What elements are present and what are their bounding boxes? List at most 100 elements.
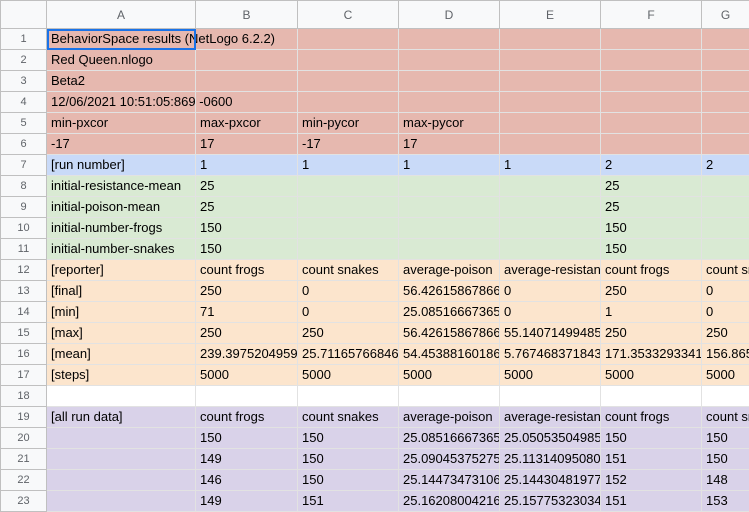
- cell-C3[interactable]: [298, 71, 399, 92]
- cell-F11[interactable]: 150: [601, 239, 702, 260]
- cell-F17[interactable]: 5000: [601, 365, 702, 386]
- cell-E8[interactable]: [500, 176, 601, 197]
- row-header[interactable]: 17: [1, 365, 47, 386]
- cell-G10[interactable]: [702, 218, 749, 239]
- cell-F19[interactable]: count frogs: [601, 407, 702, 428]
- cell-C23[interactable]: 151: [298, 491, 399, 512]
- cell-A8[interactable]: initial-resistance-mean: [47, 176, 196, 197]
- cell-B17[interactable]: 5000: [196, 365, 298, 386]
- cell-G18[interactable]: [702, 386, 749, 407]
- cell-F23[interactable]: 151: [601, 491, 702, 512]
- cell-A7[interactable]: [run number]: [47, 155, 196, 176]
- cell-D14[interactable]: 25.08516667365: [399, 302, 500, 323]
- cell-G16[interactable]: 156.865: [702, 344, 749, 365]
- cell-E23[interactable]: 25.15775323034: [500, 491, 601, 512]
- cell-G14[interactable]: 0: [702, 302, 749, 323]
- cell-E10[interactable]: [500, 218, 601, 239]
- cell-A3[interactable]: Beta2: [47, 71, 196, 92]
- cell-B5[interactable]: max-pxcor: [196, 113, 298, 134]
- cell-A15[interactable]: [max]: [47, 323, 196, 344]
- cell-G9[interactable]: [702, 197, 749, 218]
- cell-E16[interactable]: 5.767468371843: [500, 344, 601, 365]
- column-header-B[interactable]: B: [196, 1, 298, 29]
- row-header[interactable]: 18: [1, 386, 47, 407]
- cell-B19[interactable]: count frogs: [196, 407, 298, 428]
- cell-C10[interactable]: [298, 218, 399, 239]
- cell-A6[interactable]: -17: [47, 134, 196, 155]
- cell-A2[interactable]: Red Queen.nlogo: [47, 50, 196, 71]
- cell-C5[interactable]: min-pycor: [298, 113, 399, 134]
- cell-D21[interactable]: 25.09045375275: [399, 449, 500, 470]
- cell-G12[interactable]: count snakes: [702, 260, 749, 281]
- cell-C20[interactable]: 150: [298, 428, 399, 449]
- cell-A13[interactable]: [final]: [47, 281, 196, 302]
- cell-G7[interactable]: 2: [702, 155, 749, 176]
- row-header[interactable]: 14: [1, 302, 47, 323]
- cell-B15[interactable]: 250: [196, 323, 298, 344]
- cell-F5[interactable]: [601, 113, 702, 134]
- cell-G1[interactable]: [702, 29, 749, 50]
- cell-E18[interactable]: [500, 386, 601, 407]
- cell-C7[interactable]: 1: [298, 155, 399, 176]
- cell-G3[interactable]: [702, 71, 749, 92]
- row-header[interactable]: 10: [1, 218, 47, 239]
- cell-F6[interactable]: [601, 134, 702, 155]
- cell-F13[interactable]: 250: [601, 281, 702, 302]
- cell-D13[interactable]: 56.42615867866: [399, 281, 500, 302]
- cell-B6[interactable]: 17: [196, 134, 298, 155]
- cell-F3[interactable]: [601, 71, 702, 92]
- cell-G20[interactable]: 150: [702, 428, 749, 449]
- cell-B8[interactable]: 25: [196, 176, 298, 197]
- cell-A9[interactable]: initial-poison-mean: [47, 197, 196, 218]
- row-header[interactable]: 12: [1, 260, 47, 281]
- cell-F10[interactable]: 150: [601, 218, 702, 239]
- cell-E21[interactable]: 25.11314095080: [500, 449, 601, 470]
- cell-D11[interactable]: [399, 239, 500, 260]
- cell-E1[interactable]: [500, 29, 601, 50]
- cell-D18[interactable]: [399, 386, 500, 407]
- cell-F2[interactable]: [601, 50, 702, 71]
- cell-B18[interactable]: [196, 386, 298, 407]
- row-header[interactable]: 2: [1, 50, 47, 71]
- cell-A14[interactable]: [min]: [47, 302, 196, 323]
- row-header[interactable]: 8: [1, 176, 47, 197]
- cell-F8[interactable]: 25: [601, 176, 702, 197]
- cell-B14[interactable]: 71: [196, 302, 298, 323]
- cell-B10[interactable]: 150: [196, 218, 298, 239]
- cell-E6[interactable]: [500, 134, 601, 155]
- cell-C6[interactable]: -17: [298, 134, 399, 155]
- cell-F20[interactable]: 150: [601, 428, 702, 449]
- cell-E2[interactable]: [500, 50, 601, 71]
- cell-C18[interactable]: [298, 386, 399, 407]
- cell-D3[interactable]: [399, 71, 500, 92]
- row-header[interactable]: 20: [1, 428, 47, 449]
- cell-D22[interactable]: 25.14473473106: [399, 470, 500, 491]
- cell-D8[interactable]: [399, 176, 500, 197]
- row-header[interactable]: 19: [1, 407, 47, 428]
- column-header-G[interactable]: G: [702, 1, 749, 29]
- cell-E15[interactable]: 55.14071499485: [500, 323, 601, 344]
- cell-A5[interactable]: min-pxcor: [47, 113, 196, 134]
- cell-D9[interactable]: [399, 197, 500, 218]
- cell-A17[interactable]: [steps]: [47, 365, 196, 386]
- cell-D16[interactable]: 54.45388160186: [399, 344, 500, 365]
- cell-E3[interactable]: [500, 71, 601, 92]
- cell-G22[interactable]: 148: [702, 470, 749, 491]
- cell-A16[interactable]: [mean]: [47, 344, 196, 365]
- row-header[interactable]: 7: [1, 155, 47, 176]
- cell-C15[interactable]: 250: [298, 323, 399, 344]
- cell-A11[interactable]: initial-number-snakes: [47, 239, 196, 260]
- cell-C17[interactable]: 5000: [298, 365, 399, 386]
- cell-E13[interactable]: 0: [500, 281, 601, 302]
- row-header[interactable]: 16: [1, 344, 47, 365]
- select-all-corner[interactable]: [1, 1, 47, 29]
- cell-E4[interactable]: [500, 92, 601, 113]
- cell-A18[interactable]: [47, 386, 196, 407]
- cell-E19[interactable]: average-resistance: [500, 407, 601, 428]
- column-header-A[interactable]: A: [47, 1, 196, 29]
- row-header[interactable]: 15: [1, 323, 47, 344]
- cell-D4[interactable]: [399, 92, 500, 113]
- row-header[interactable]: 1: [1, 29, 47, 50]
- cell-G21[interactable]: 150: [702, 449, 749, 470]
- cell-D20[interactable]: 25.08516667365: [399, 428, 500, 449]
